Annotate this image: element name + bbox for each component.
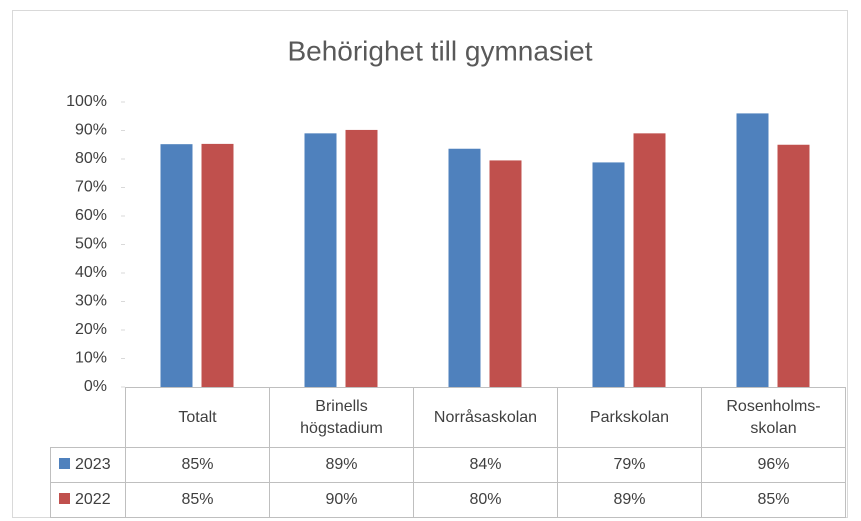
chart-title: Behörighet till gymnasiet [287,35,592,66]
bar [345,129,378,387]
legend-label: 2023 [75,456,111,473]
data-label: 84% [413,447,558,483]
y-tick-label: 70% [75,179,107,196]
data-label: 89% [269,447,414,483]
bar [736,113,769,388]
bar [448,148,481,387]
legend-swatch [59,458,70,469]
y-tick-label: 80% [75,150,107,167]
x-tick-label: Totalt [125,387,270,448]
data-label: 79% [557,447,702,483]
data-label: 85% [701,482,846,518]
y-tick-label: 100% [66,93,107,110]
bar [489,160,522,387]
x-tick-label: Rosenholms- skolan [701,387,846,448]
data-label: 89% [557,482,702,518]
category-row: Totalt Brinells högstadium Norråsaskolan Pa… [50,387,846,448]
legend-entry: 2022 [50,482,126,518]
y-tick-label: 90% [75,122,107,139]
y-tick-label: 30% [75,293,107,310]
data-label: 90% [269,482,414,518]
legend-entry: 2023 [50,447,126,483]
y-tick-label: 10% [75,350,107,367]
data-label: 96% [701,447,846,483]
data-label: 85% [125,482,270,518]
y-tick-label: 50% [75,236,107,253]
bar [592,162,625,387]
legend-label: 2022 [75,491,111,508]
y-tick-label: 40% [75,264,107,281]
bar [633,133,666,387]
legend-swatch [59,493,70,504]
series-row: 2022 85% 90% 80% 89% 85% [50,482,846,518]
data-label: 80% [413,482,558,518]
bar [201,143,234,387]
bar [160,144,193,387]
y-tick-label: 60% [75,207,107,224]
x-tick-label: Parkskolan [557,387,702,448]
table-corner [50,387,126,448]
y-tick-label: 20% [75,321,107,338]
chart-frame [12,10,848,518]
x-tick-label: Brinells högstadium [269,387,414,448]
series-row: 2023 85% 89% 84% 79% 96% [50,447,846,483]
bar [304,133,337,387]
data-table: Totalt Brinells högstadium Norråsaskolan Pa… [50,387,846,518]
data-label: 85% [125,447,270,483]
bar [777,144,810,387]
x-tick-label: Norråsaskolan [413,387,558,448]
